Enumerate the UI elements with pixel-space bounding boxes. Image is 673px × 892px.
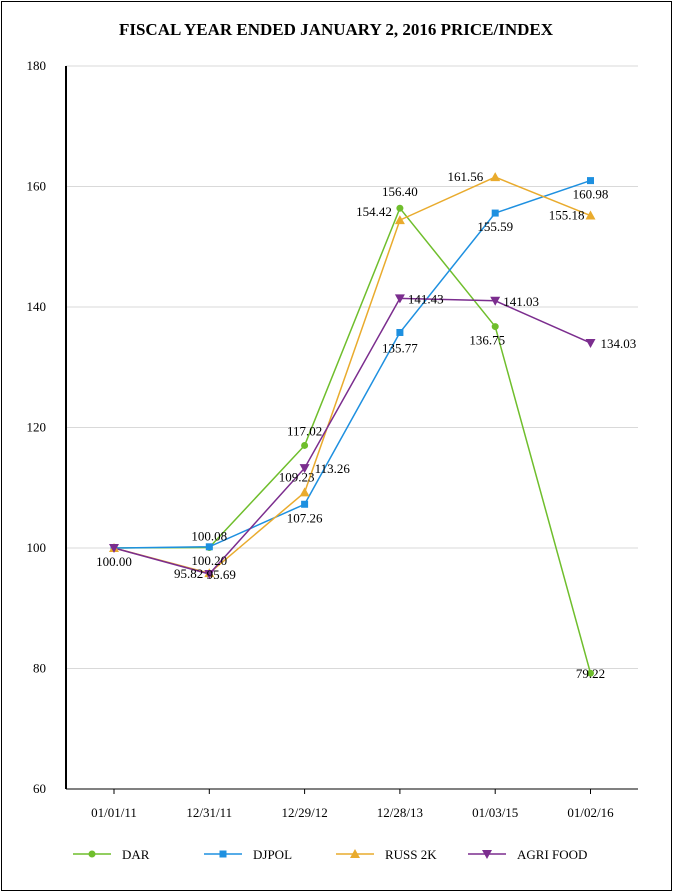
data-label: 135.77	[382, 340, 418, 355]
data-point	[394, 294, 405, 304]
x-tick-label: 01/02/16	[567, 805, 614, 820]
legend-marker	[88, 850, 96, 858]
data-point	[204, 569, 215, 579]
y-tick-label: 140	[27, 299, 47, 314]
data-label: 100.08	[191, 529, 227, 544]
data-label: 155.59	[477, 219, 513, 234]
series-line-dar	[113, 206, 592, 674]
data-labels: 100.08 117.02 156.40 136.75 79.22 100.20 107.2…	[96, 169, 636, 681]
data-label: 156.40	[382, 184, 418, 199]
x-tick-label: 01/01/11	[91, 805, 137, 820]
data-point	[490, 172, 501, 182]
series-line-agri-food	[113, 297, 591, 575]
data-label: 160.98	[573, 187, 609, 202]
data-point	[109, 544, 119, 553]
y-tick-label: 120	[27, 420, 47, 435]
data-label: 154.42	[356, 204, 392, 219]
legend-marker	[350, 849, 360, 858]
data-point	[299, 464, 310, 474]
data-point	[587, 177, 594, 185]
data-point	[491, 323, 499, 331]
legend-item-dar: DAR	[73, 847, 150, 862]
data-label: 134.03	[601, 336, 637, 351]
data-label: 141.03	[503, 294, 539, 309]
data-point	[396, 204, 404, 212]
legend-item-russ-2k: RUSS 2K	[336, 847, 437, 862]
legend-item-djpol: DJPOL	[204, 847, 292, 862]
x-tick-label: 01/03/15	[472, 805, 518, 820]
data-point	[299, 487, 310, 497]
x-tick-label: 12/29/12	[281, 805, 327, 820]
data-label: 117.02	[287, 423, 322, 438]
data-label: 100.00	[96, 554, 132, 569]
series-line-djpol	[113, 179, 591, 549]
x-tick-label: 12/31/11	[186, 805, 232, 820]
data-label: 100.20	[191, 553, 227, 568]
data-point	[490, 296, 501, 306]
series-line-russ-2k	[113, 176, 591, 575]
data-label: 107.26	[287, 510, 323, 525]
data-label: 95.82	[174, 566, 203, 581]
legend-label: DAR	[122, 847, 150, 862]
data-point	[585, 338, 596, 348]
legend-marker	[482, 850, 492, 859]
y-tick-label: 80	[33, 661, 46, 676]
data-point	[491, 209, 499, 217]
x-tick-label: 12/28/13	[377, 805, 423, 820]
data-point	[301, 500, 309, 508]
data-point	[587, 669, 594, 677]
legend-label: AGRI FOOD	[517, 847, 587, 862]
data-label: 141.43	[408, 291, 444, 306]
data-label: 113.26	[315, 461, 351, 476]
data-label: 155.18	[549, 208, 585, 223]
legend-label: RUSS 2K	[385, 847, 437, 862]
data-label: 136.75	[469, 333, 505, 348]
y-tick-label: 100	[27, 540, 47, 555]
legend-label: DJPOL	[253, 847, 292, 862]
data-label: 79.22	[576, 666, 605, 681]
legend-item-agri-food: AGRI FOOD	[468, 847, 587, 862]
data-point	[396, 328, 404, 336]
y-tick-label: 160	[27, 179, 47, 194]
data-point	[394, 215, 405, 225]
legend-marker	[219, 850, 227, 858]
y-tick-label: 60	[33, 781, 46, 796]
data-point	[205, 543, 213, 551]
data-label: 95.69	[207, 567, 236, 582]
chart-title: FISCAL YEAR ENDED JANUARY 2, 2016 PRICE/…	[119, 20, 554, 39]
axes: 60 80 100 120 140 160 180 01/01/11 12/31/11 12/29…	[27, 58, 638, 820]
legend: DAR DJPOL RUSS 2K AGRI FOOD	[73, 847, 587, 862]
data-label: 161.56	[447, 169, 483, 184]
gridlines	[66, 65, 638, 669]
data-point	[301, 441, 309, 449]
series-group	[109, 172, 596, 677]
y-tick-label: 180	[27, 58, 47, 73]
data-point	[585, 210, 596, 220]
data-label: 109.23	[279, 469, 315, 484]
